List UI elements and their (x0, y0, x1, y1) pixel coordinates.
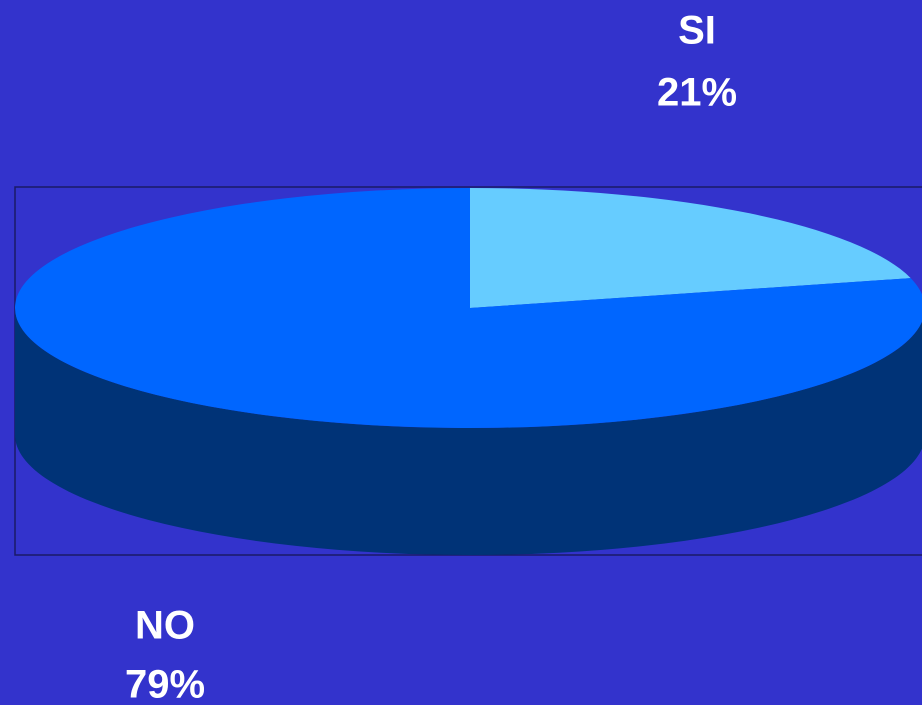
pie-slice (470, 188, 911, 308)
slice-label: NO (135, 604, 195, 648)
slice-value-label: 21% (657, 71, 737, 115)
pie-side (15, 308, 922, 555)
pie-slice (15, 188, 922, 428)
slice-value-label: 79% (125, 663, 205, 705)
slice-label: SI (678, 9, 716, 53)
